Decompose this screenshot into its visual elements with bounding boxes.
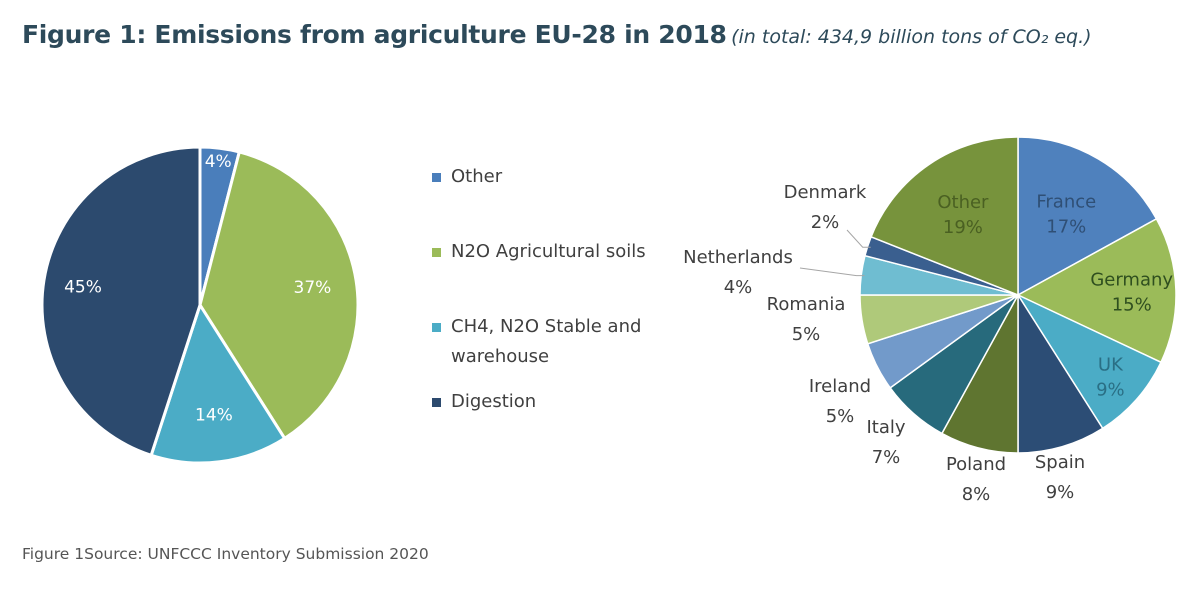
legend-label: CH4, N2O Stable and warehouse	[451, 316, 642, 367]
pie-slice-other	[870, 136, 1019, 297]
pie-slice-germany	[1016, 217, 1177, 364]
pie-chart-agriculture: 4% 37% 14% 45%	[40, 145, 360, 465]
pie-value-label: 9%	[1096, 380, 1125, 401]
pie-category-label: Spain	[1035, 452, 1085, 473]
pie-category-label: UK	[1098, 355, 1124, 376]
pie-value-label: 19%	[943, 217, 983, 238]
pie-value-label: 5%	[792, 324, 821, 345]
pie-chart-countries: France 17% Germany 15% UK 9% Spain 9% Poland 8% It…	[683, 136, 1177, 505]
legend-swatch	[432, 173, 441, 182]
leader-line	[799, 267, 865, 277]
pie-category-label: Italy	[866, 417, 905, 438]
pie-slice-ch4-n2o-stable-and-warehouse	[149, 301, 287, 465]
pie-category-label: Ireland	[809, 376, 871, 397]
title-main: Figure 1: Emissions from agriculture EU-…	[22, 20, 727, 49]
pie-value-label: 14%	[195, 406, 233, 426]
title-subtitle: (in total: 434,9 billion tons of CO₂ eq.…	[731, 26, 1092, 48]
pie-value-label: 4%	[205, 152, 232, 172]
legend-item-ch4-n2o-stable-and-warehouse: CH4, N2O Stable and warehouse	[432, 312, 651, 372]
pie-value-label: 8%	[962, 484, 991, 505]
leader-line	[846, 229, 871, 248]
pie-value-label: 15%	[1112, 294, 1152, 315]
legend-label: N2O Agricultural soils	[451, 241, 646, 262]
pie-value-label: 37%	[294, 278, 332, 298]
chart-title: Figure 1: Emissions from agriculture EU-…	[22, 20, 1092, 49]
pie-slice-france	[1017, 136, 1158, 297]
pie-slice-spain	[1017, 292, 1104, 454]
pie-value-label: 4%	[724, 277, 753, 298]
legend-swatch	[432, 398, 441, 407]
source-note: Figure 1Source: UNFCCC Inventory Submiss…	[22, 545, 429, 563]
pie-category-label: Other	[937, 192, 989, 213]
pie-slice-uk	[1015, 293, 1162, 430]
pie-category-label: Poland	[946, 454, 1006, 475]
pie-value-label: 2%	[811, 212, 840, 233]
legend-label: Digestion	[451, 391, 537, 412]
pie-value-label: 5%	[826, 406, 855, 427]
pie-value-label: 17%	[1046, 216, 1086, 237]
legend-item-n2o-agricultural-soils: N2O Agricultural soils	[432, 237, 651, 267]
pie-category-label: Denmark	[784, 182, 867, 203]
pie-slice-digestion	[40, 145, 202, 458]
legend-item-other: Other	[432, 162, 651, 192]
pie-category-label: Romania	[767, 294, 846, 315]
legend-swatch	[432, 248, 441, 257]
pie-category-label: Netherlands	[683, 247, 793, 268]
legend-swatch	[432, 323, 441, 332]
pie-category-label: Germany	[1090, 269, 1173, 290]
legend-item-digestion: Digestion	[432, 387, 651, 417]
pie-value-label: 45%	[64, 278, 102, 298]
pie-value-label: 9%	[1046, 482, 1075, 503]
legend-label: Other	[451, 166, 503, 187]
pie-category-label: France	[1036, 191, 1096, 212]
pie-value-label: 7%	[872, 447, 901, 468]
